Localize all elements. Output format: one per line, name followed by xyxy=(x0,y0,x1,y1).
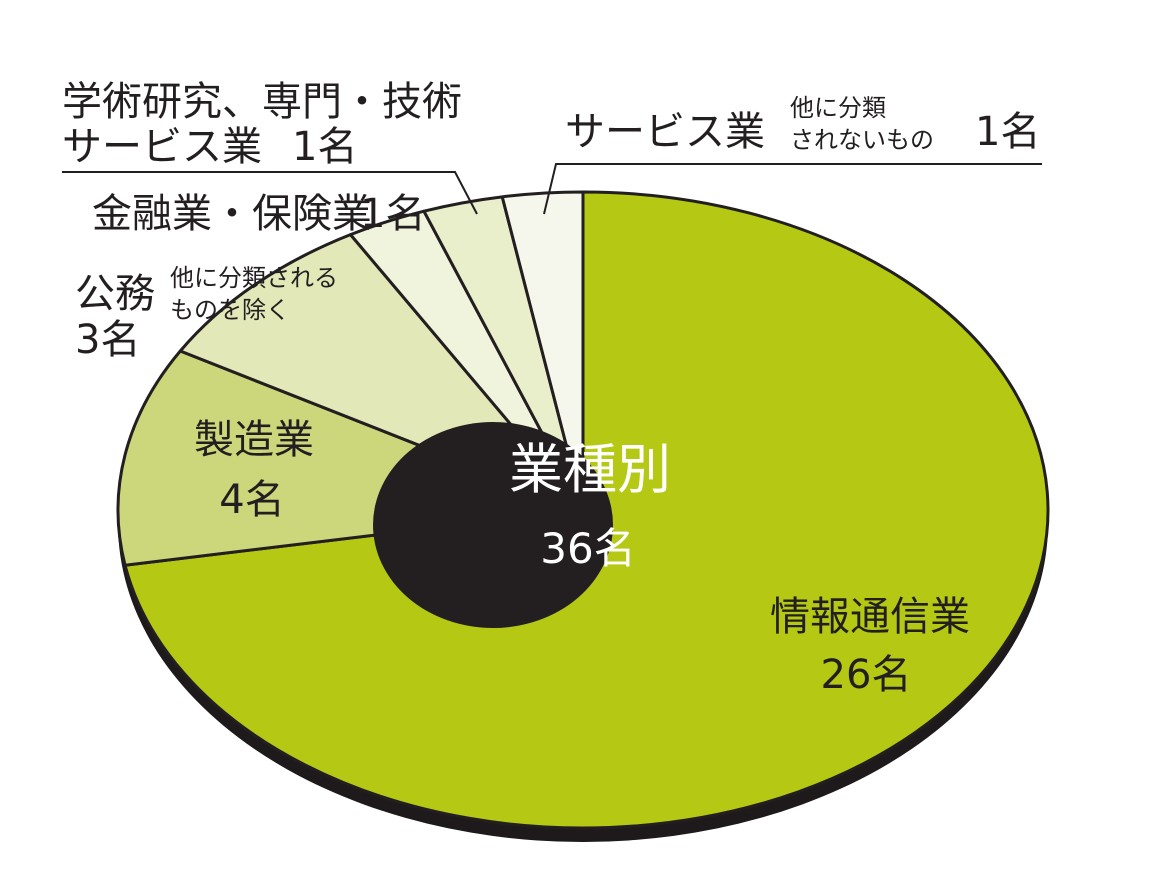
slice-label-academic-line2: サービス業 xyxy=(62,124,262,170)
slice-value-service: 1名 xyxy=(975,109,1040,155)
slice-value-academic: 1名 xyxy=(292,124,357,170)
slice-value-manufacturing: 4名 xyxy=(219,477,284,523)
slice-label-academic-line1: 学術研究、専門・技術 xyxy=(62,79,462,125)
slice-sublabel-public-2: ものを除く xyxy=(170,296,290,324)
slice-label-manufacturing: 製造業 xyxy=(194,417,314,463)
slice-sublabel-public-1: 他に分類される xyxy=(170,264,338,292)
slice-sublabel-service-2: されないもの xyxy=(790,126,934,154)
slice-label-info: 情報通信業 xyxy=(770,594,970,640)
slice-value-public: 3名 xyxy=(75,317,140,363)
center-total: 36名 xyxy=(540,524,635,573)
center-title: 業種別 xyxy=(509,438,671,501)
slice-value-info: 26名 xyxy=(821,652,912,698)
slice-label-public: 公務 xyxy=(75,271,155,317)
slice-sublabel-service-1: 他に分類 xyxy=(790,94,886,122)
pie-slice-service xyxy=(500,190,585,512)
slice-label-finance: 金融業・保険業 xyxy=(92,191,372,237)
center-hole xyxy=(373,422,613,628)
slice-value-finance: 1名 xyxy=(360,191,425,237)
leader-line-service xyxy=(543,163,1042,215)
leader-line-academic xyxy=(62,171,478,215)
slice-label-service: サービス業 xyxy=(565,109,765,155)
